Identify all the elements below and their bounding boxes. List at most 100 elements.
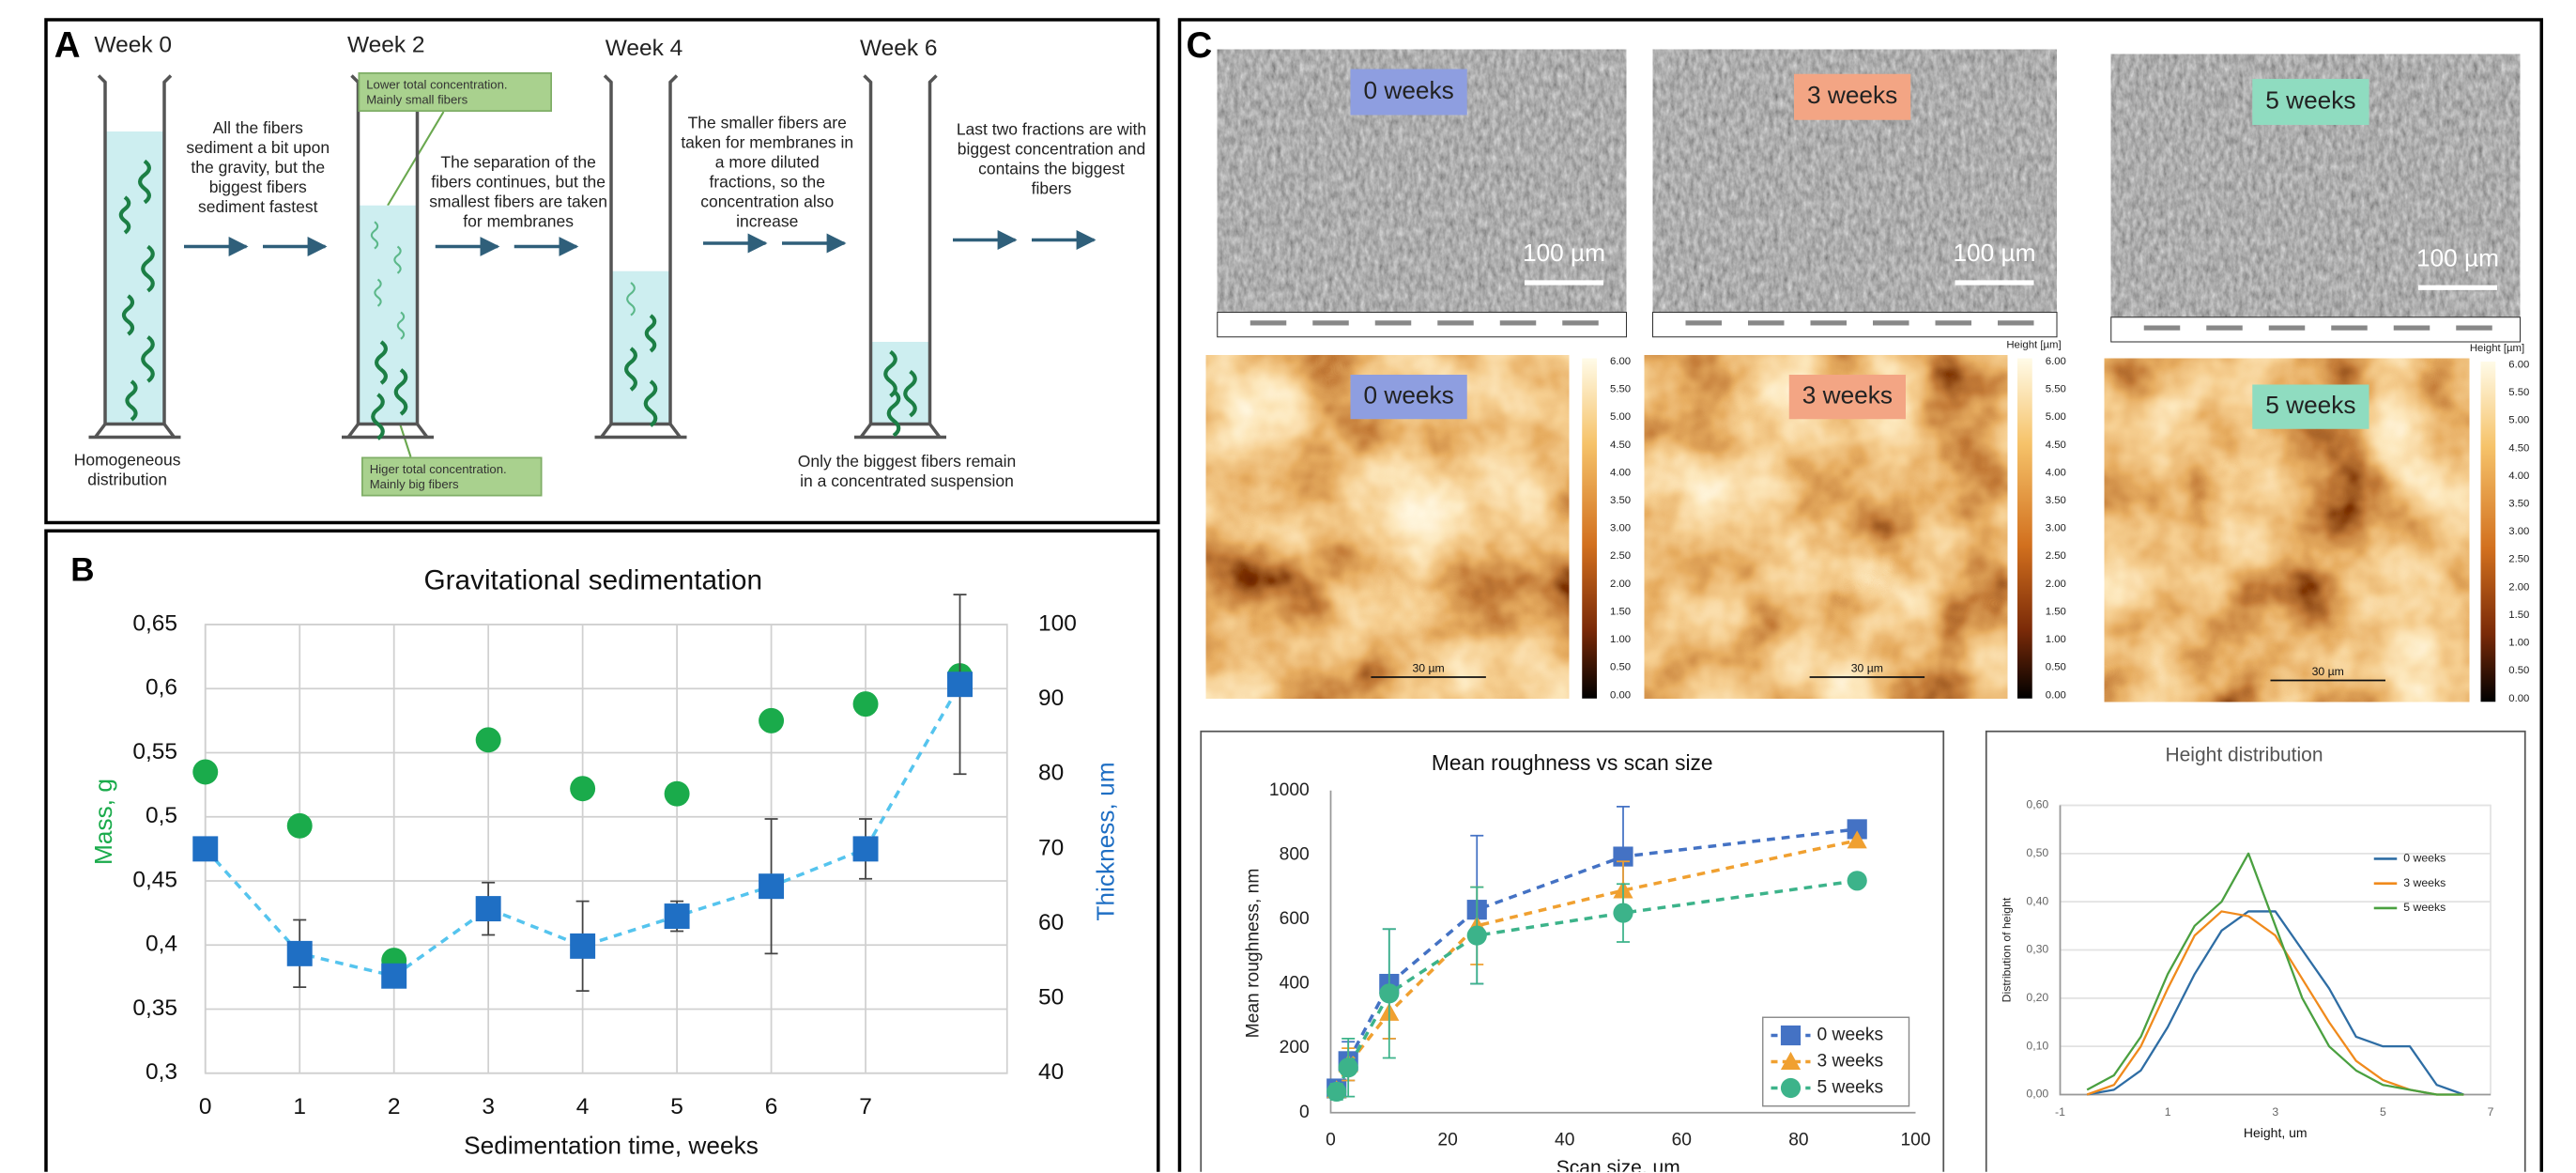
note-text: Only the biggest fibers remain in a conc… (797, 454, 1017, 492)
y-tick-label: 0,35 (132, 996, 177, 1021)
x-axis-label: Scan size, um (1556, 1157, 1680, 1172)
colorbar-tick: 6.00 (2046, 356, 2066, 367)
fiber (118, 195, 131, 235)
chart-frame (1985, 730, 2526, 1172)
y2-tick-label: 40 (1038, 1059, 1064, 1085)
legend-label: 5 weeks (2403, 901, 2446, 914)
fiber (141, 244, 155, 293)
marker (286, 940, 313, 966)
fiber (138, 159, 151, 205)
panel-label: C (1187, 25, 1213, 66)
cylinder (97, 74, 173, 426)
note-text: Homogeneous distribution (73, 452, 181, 490)
sample-label: 3 weeks (1807, 81, 1897, 109)
colorbar (2480, 362, 2496, 702)
sample-label: 5 weeks (2265, 391, 2355, 419)
y-axis-label: Mean roughness, nm (1243, 869, 1263, 1039)
x-tick-label: 4 (576, 1094, 590, 1119)
y2-axis-label: Thickness, um (1091, 762, 1119, 920)
x-tick-label: 1 (2165, 1105, 2171, 1119)
colorbar-tick: 2.00 (2508, 581, 2529, 593)
marker (1613, 903, 1633, 923)
marker (192, 836, 219, 862)
colorbar-tick: 5.00 (1610, 411, 1631, 423)
colorbar-tick: 0.50 (2046, 662, 2066, 673)
sem-footer-mark (1998, 320, 2034, 326)
series-line (2086, 910, 2464, 1096)
week-label: Week 6 (860, 36, 938, 61)
liquid (611, 270, 670, 424)
y-tick-label: 0,20 (2026, 991, 2048, 1004)
legend-marker (1780, 1077, 1802, 1099)
colorbar-tick: 5.50 (2508, 387, 2529, 398)
colorbar-tick: 5.00 (2508, 415, 2529, 426)
liquid (358, 205, 418, 424)
y-tick-label: 0,6 (146, 675, 177, 701)
colorbar-tick: 0.00 (2046, 689, 2066, 701)
x-tick-label: 3 (2272, 1105, 2278, 1119)
fiber (626, 282, 636, 316)
colorbar (2017, 358, 2032, 699)
fiber (393, 245, 402, 274)
sem-footer-mark (1562, 320, 1599, 326)
arrows (184, 230, 1096, 256)
y2-tick-label: 60 (1038, 910, 1064, 935)
cylinder (603, 74, 679, 426)
colorbar-tick: 3.50 (2046, 495, 2066, 506)
scale-label: 100 µm (1523, 239, 1605, 267)
cylinder (863, 74, 938, 426)
y2-tick-label: 70 (1038, 835, 1064, 860)
y-tick-label: 0,3 (146, 1059, 177, 1085)
marker (570, 776, 596, 802)
x-tick-label: 3 (482, 1094, 495, 1119)
colorbar-tick: 2.00 (1610, 579, 1631, 590)
colorbar-tick: 2.00 (2046, 579, 2066, 590)
colorbar-title: Height [µm] (2470, 343, 2524, 354)
y-tick-label: 0,00 (2026, 1088, 2048, 1101)
y-tick-label: 1000 (1269, 780, 1310, 800)
step-text: Last two fractions are with biggest conc… (956, 121, 1147, 199)
marker (475, 896, 501, 922)
fiber (393, 368, 408, 416)
scale-label: 100 µm (1953, 239, 2035, 267)
step-text: The separation of the fibers continues, … (429, 154, 607, 232)
sem-footer-mark (2143, 325, 2181, 331)
fiber (883, 349, 897, 398)
colorbar-tick: 5.50 (2046, 384, 2066, 395)
legend-marker (1780, 1025, 1802, 1046)
y-tick-label: 600 (1280, 909, 1310, 929)
y-tick-label: 0,5 (146, 803, 177, 828)
y2-tick-label: 100 (1038, 610, 1077, 636)
week-label: Week 2 (347, 32, 425, 57)
legend-label: 3 weeks (1817, 1052, 1884, 1072)
scale-label: 30 µm (1412, 661, 1444, 674)
chart-title: Gravitational sedimentation (423, 564, 762, 595)
chart-title: Mean roughness vs scan size (1432, 750, 1713, 775)
sem-footer-mark (1748, 320, 1785, 326)
colorbar-tick: 4.00 (1610, 467, 1631, 478)
colorbar-tick: 3.00 (1610, 523, 1631, 534)
fiber (375, 340, 388, 385)
y2-tick-label: 90 (1038, 686, 1064, 711)
x-tick-label: 100 (1900, 1131, 1930, 1150)
x-tick-label: 7 (2488, 1105, 2494, 1119)
legend-label: 5 weeks (1817, 1078, 1884, 1098)
sem-footer-mark (1499, 320, 1537, 326)
sample-tag (1794, 73, 1911, 120)
colorbar-tick: 4.50 (2508, 442, 2529, 454)
fiber (121, 294, 135, 336)
colorbar-tick: 1.00 (1610, 634, 1631, 645)
y-tick-label: 0,55 (132, 739, 177, 764)
sample-tag (2252, 384, 2369, 429)
series-line (2086, 910, 2464, 1096)
sem-footer-mark (1810, 320, 1847, 326)
sem-footer-mark (1935, 320, 1971, 326)
fiber (370, 221, 379, 250)
colorbar-tick: 1.50 (1610, 606, 1631, 617)
colorbar-tick: 4.50 (1610, 440, 1631, 451)
x-tick-label: 40 (1555, 1131, 1574, 1150)
scale-label: 30 µm (2312, 665, 2344, 678)
